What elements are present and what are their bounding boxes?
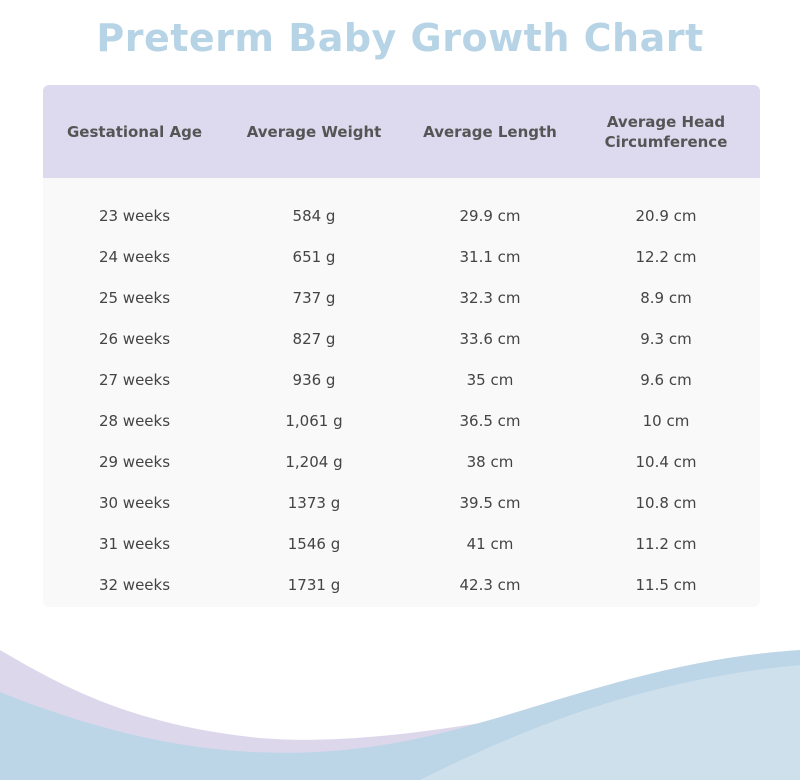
cell-length: 39.5 cm <box>459 494 521 512</box>
cell-head: 10.8 cm <box>635 494 697 512</box>
cell-age: 29 weeks <box>98 453 171 471</box>
header-average-head-circumference: Average Head Circumference <box>578 85 754 178</box>
table-row: 28 weeks 1,061 g 36.5 cm 10 cm <box>43 400 760 441</box>
cell-age: 23 weeks <box>98 207 171 225</box>
header-head-line1: Average Head Circumference <box>604 112 728 151</box>
cell-weight: 651 g <box>292 248 336 266</box>
cell-head: 8.9 cm <box>640 289 692 307</box>
table-row: 32 weeks 1731 g 42.3 cm 11.5 cm <box>43 564 760 605</box>
decorative-wave <box>0 650 800 780</box>
cell-weight: 936 g <box>292 371 336 389</box>
cell-head: 12.2 cm <box>635 248 697 266</box>
table-row: 31 weeks 1546 g 41 cm 11.2 cm <box>43 523 760 564</box>
cell-weight: 1373 g <box>287 494 341 512</box>
table-body: 23 weeks 584 g 29.9 cm 20.9 cm 24 weeks … <box>43 195 760 605</box>
cell-length: 33.6 cm <box>459 330 521 348</box>
cell-age: 31 weeks <box>98 535 171 553</box>
cell-age: 26 weeks <box>98 330 171 348</box>
table-row: 30 weeks 1373 g 39.5 cm 10.8 cm <box>43 482 760 523</box>
table-row: 23 weeks 584 g 29.9 cm 20.9 cm <box>43 195 760 236</box>
cell-weight: 1,061 g <box>285 412 343 430</box>
cell-length: 29.9 cm <box>459 207 521 225</box>
wave-light-blue <box>420 665 800 780</box>
table-row: 25 weeks 737 g 32.3 cm 8.9 cm <box>43 277 760 318</box>
cell-age: 24 weeks <box>98 248 171 266</box>
cell-weight: 1731 g <box>287 576 341 594</box>
cell-length: 32.3 cm <box>459 289 521 307</box>
cell-weight: 827 g <box>292 330 336 348</box>
cell-head: 10.4 cm <box>635 453 697 471</box>
header-gestational-age: Gestational Age <box>66 122 202 141</box>
table-row: 24 weeks 651 g 31.1 cm 12.2 cm <box>43 236 760 277</box>
cell-length: 35 cm <box>466 371 514 389</box>
growth-table: Gestational Age Average Weight Average L… <box>43 85 760 607</box>
page-title: Preterm Baby Growth Chart <box>96 16 704 60</box>
header-average-length: Average Length <box>423 122 557 141</box>
header-average-weight: Average Weight <box>246 122 382 141</box>
cell-head: 9.6 cm <box>640 371 692 389</box>
cell-weight: 737 g <box>292 289 336 307</box>
cell-age: 27 weeks <box>98 371 171 389</box>
cell-head: 10 cm <box>642 412 690 430</box>
cell-head: 11.2 cm <box>635 535 697 553</box>
cell-head: 11.5 cm <box>635 576 697 594</box>
cell-length: 38 cm <box>466 453 514 471</box>
table-header: Gestational Age Average Weight Average L… <box>43 85 760 178</box>
table-row: 29 weeks 1,204 g 38 cm 10.4 cm <box>43 441 760 482</box>
cell-length: 36.5 cm <box>459 412 521 430</box>
cell-age: 32 weeks <box>98 576 171 594</box>
cell-age: 28 weeks <box>98 412 171 430</box>
cell-length: 41 cm <box>466 535 514 553</box>
cell-weight: 1,204 g <box>285 453 343 471</box>
cell-age: 30 weeks <box>98 494 171 512</box>
cell-length: 42.3 cm <box>459 576 521 594</box>
cell-length: 31.1 cm <box>459 248 521 266</box>
cell-head: 9.3 cm <box>640 330 692 348</box>
table-row: 26 weeks 827 g 33.6 cm 9.3 cm <box>43 318 760 359</box>
cell-head: 20.9 cm <box>635 207 697 225</box>
cell-weight: 1546 g <box>287 535 341 553</box>
table-row: 27 weeks 936 g 35 cm 9.6 cm <box>43 359 760 400</box>
cell-age: 25 weeks <box>98 289 171 307</box>
cell-weight: 584 g <box>292 207 336 225</box>
